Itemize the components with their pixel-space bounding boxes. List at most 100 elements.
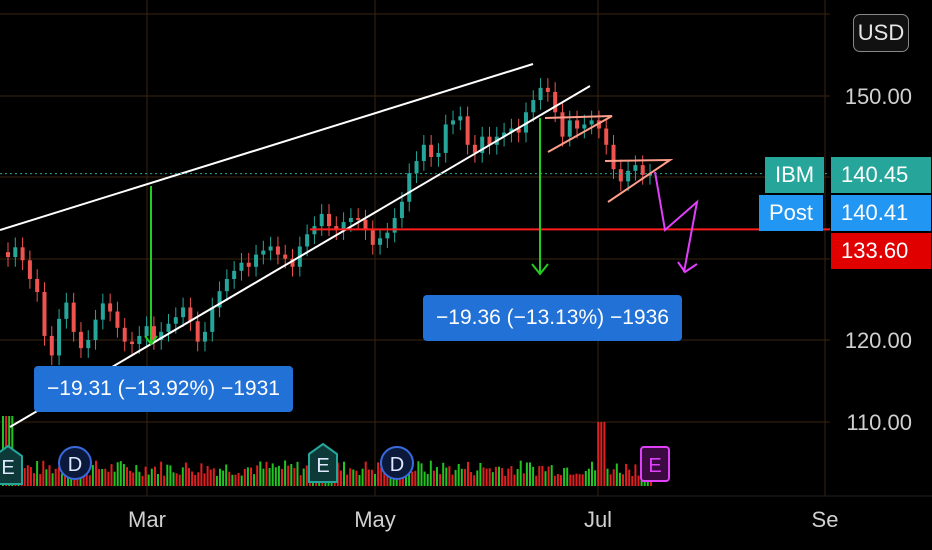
candle-body bbox=[100, 303, 105, 320]
candle-body bbox=[6, 252, 10, 258]
candle-body bbox=[553, 91, 558, 113]
volume-bar bbox=[417, 461, 420, 486]
volume-bar bbox=[553, 475, 556, 486]
candle-body bbox=[378, 238, 383, 245]
candle-body bbox=[319, 213, 324, 227]
volume-bar bbox=[380, 467, 383, 486]
post-price-tag: 140.41 bbox=[831, 195, 931, 231]
volume-bar bbox=[85, 468, 88, 486]
volume-bar bbox=[197, 472, 200, 486]
volume-bar bbox=[259, 461, 262, 486]
candle-body bbox=[502, 132, 507, 137]
candle-body bbox=[246, 262, 251, 267]
volume-bar bbox=[622, 474, 624, 486]
volume-bar bbox=[184, 462, 187, 486]
volume-bar bbox=[479, 462, 482, 486]
candle-body bbox=[254, 254, 259, 267]
candle-body bbox=[640, 165, 645, 175]
post-tag-label: Post bbox=[759, 195, 824, 231]
candle-body bbox=[290, 258, 295, 267]
candle-body bbox=[560, 112, 565, 137]
volume-bar bbox=[352, 469, 355, 486]
y-tick-label: 150.00 bbox=[845, 84, 912, 109]
candle-body bbox=[480, 136, 485, 153]
volume-bar bbox=[591, 461, 593, 486]
volume-bar bbox=[45, 469, 48, 486]
candle-body bbox=[582, 124, 587, 129]
time-axis[interactable]: Mar May Jul Se bbox=[128, 507, 838, 532]
volume-bar bbox=[36, 460, 39, 486]
volume-bar bbox=[33, 473, 35, 486]
last-price-tag: 140.45 bbox=[831, 157, 931, 193]
candle-body bbox=[385, 232, 390, 239]
volume-bar bbox=[222, 470, 225, 486]
volume-bar bbox=[206, 466, 209, 486]
volume-bar bbox=[510, 466, 513, 486]
volume-bar bbox=[494, 466, 497, 486]
volume-bar bbox=[470, 472, 473, 486]
candle-body bbox=[275, 246, 280, 255]
volume-bar bbox=[569, 474, 572, 486]
volume-bar bbox=[277, 465, 280, 486]
volume-bar bbox=[476, 470, 479, 486]
volume-bar bbox=[460, 468, 463, 486]
candle-body bbox=[589, 120, 594, 125]
candle-body bbox=[71, 302, 76, 332]
volume-bar bbox=[116, 462, 119, 486]
volume-bar bbox=[231, 474, 234, 486]
volume-bar bbox=[457, 463, 460, 486]
candle-body bbox=[122, 327, 127, 342]
volume-bar bbox=[532, 466, 535, 486]
volume-bar bbox=[243, 468, 246, 486]
candle-body bbox=[327, 213, 331, 227]
x-tick-label: May bbox=[354, 507, 396, 532]
volume-bar bbox=[525, 462, 528, 486]
volume-bar bbox=[172, 472, 175, 486]
candle-body bbox=[363, 219, 368, 231]
volume-bar bbox=[51, 473, 54, 486]
volume-bar bbox=[113, 471, 116, 486]
volume-bar bbox=[429, 460, 432, 486]
y-tick-label: 120.00 bbox=[845, 328, 912, 353]
volume-bar bbox=[637, 475, 640, 486]
candle-body bbox=[414, 161, 419, 174]
volume-bar bbox=[609, 474, 612, 486]
volume-bar bbox=[271, 463, 274, 486]
volume-bar bbox=[436, 467, 438, 486]
volume-bar bbox=[463, 468, 466, 486]
candle-body bbox=[20, 247, 25, 261]
price-axis[interactable]: 150.00 120.00 110.00 bbox=[845, 84, 912, 435]
x-tick-label: Se bbox=[812, 507, 839, 532]
volume-bar bbox=[246, 467, 249, 486]
volume-bar bbox=[253, 474, 256, 486]
candle-body bbox=[472, 144, 477, 153]
candle-body bbox=[429, 144, 434, 157]
candle-body bbox=[334, 226, 339, 231]
volume-bar bbox=[215, 475, 218, 486]
volume-bar bbox=[268, 468, 271, 486]
volume-bar bbox=[401, 474, 404, 486]
volume-bar bbox=[600, 422, 603, 486]
candle-body bbox=[268, 246, 273, 251]
volume-bar bbox=[29, 467, 32, 486]
chart-grid bbox=[0, 0, 932, 497]
volume-bar bbox=[628, 469, 631, 486]
candle-body bbox=[399, 201, 404, 218]
volume-bar bbox=[587, 468, 590, 486]
volume-bar bbox=[411, 471, 414, 486]
event-marker-letter: E bbox=[648, 455, 661, 477]
currency-button[interactable]: USD bbox=[853, 14, 909, 52]
candle-body bbox=[181, 307, 186, 318]
volume-bar bbox=[203, 473, 206, 486]
volume-bar bbox=[60, 473, 63, 486]
candle-body bbox=[341, 222, 346, 231]
volume-bar bbox=[547, 466, 550, 486]
volume-bar bbox=[107, 471, 110, 486]
volume-bar bbox=[612, 469, 615, 486]
earnings-marker bbox=[0, 444, 23, 485]
volume-bar bbox=[240, 475, 243, 486]
volume-bar bbox=[296, 461, 299, 486]
volume-bar bbox=[250, 467, 252, 486]
volume-bar bbox=[358, 475, 361, 486]
